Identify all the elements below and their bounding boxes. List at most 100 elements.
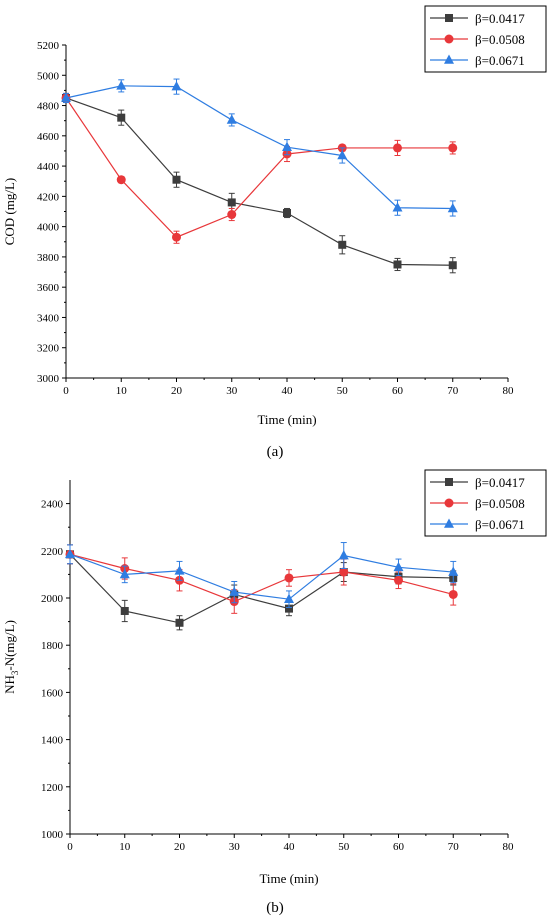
x-tick-label: 30 <box>226 385 238 397</box>
x-axis-title: Time (min) <box>259 871 318 886</box>
x-tick-label: 20 <box>171 385 183 397</box>
data-point <box>393 143 402 153</box>
y-tick-label: 1200 <box>41 782 64 794</box>
y-tick-label: 5000 <box>37 70 60 82</box>
data-point <box>447 202 458 213</box>
x-tick-label: 20 <box>174 841 186 853</box>
legend: β=0.0417 β=0.0508 β=0.0671 <box>424 5 547 73</box>
y-tick-label: 3000 <box>37 373 60 385</box>
data-point <box>283 209 291 218</box>
y-tick-label: 4400 <box>37 161 60 173</box>
x-axis-title: Time (min) <box>257 412 316 427</box>
y-tick-label: 3600 <box>37 282 60 294</box>
panel-caption: (a) <box>267 444 284 460</box>
y-tick-label: 1000 <box>41 829 64 841</box>
x-tick-label: 50 <box>337 385 349 397</box>
y-tick-label: 4600 <box>37 131 60 143</box>
data-point <box>174 565 185 575</box>
x-tick-label: 80 <box>503 385 515 397</box>
series-2 <box>65 542 459 608</box>
x-tick-label: 40 <box>284 841 296 853</box>
y-axis-title-part: -N(mg/L) <box>2 620 17 671</box>
legend-marker <box>445 478 453 486</box>
data-point <box>117 113 126 122</box>
y-tick-label: 4200 <box>37 191 60 203</box>
data-point <box>119 568 130 579</box>
data-point <box>337 149 348 160</box>
data-point <box>227 210 237 220</box>
y-tick-label: 4800 <box>37 101 60 113</box>
y-axis-title: NH3-N(mg/L) <box>2 620 20 694</box>
data-point <box>338 240 347 249</box>
x-tick-label: 80 <box>503 841 515 853</box>
data-point <box>339 567 349 577</box>
legend-label: β=0.0671 <box>475 517 525 532</box>
data-point <box>284 573 294 583</box>
legend-marker <box>444 54 454 64</box>
data-point <box>120 606 129 615</box>
data-point <box>229 586 240 596</box>
data-point <box>227 198 236 207</box>
series-line <box>65 97 453 266</box>
y-tick-label: 1400 <box>41 735 64 747</box>
y-axis-title-part: NH <box>2 675 17 694</box>
data-point <box>171 81 182 91</box>
y-tick-label: 3800 <box>37 252 60 264</box>
y-tick-label: 1600 <box>41 687 64 699</box>
legend-label: β=0.0417 <box>475 475 525 490</box>
chart-panel-b: 0 10 20 30 40 50 60 70 80 1000 1200 1400 1600 1800 200… <box>2 469 547 916</box>
legend-marker <box>444 34 454 44</box>
x-tick-label: 60 <box>393 841 405 853</box>
chart-panel-a: 0 10 20 30 40 50 60 70 80 3000 3200 3400 3600 3800 400… <box>2 5 547 460</box>
series-line <box>69 553 454 624</box>
x-tick-label: 0 <box>67 841 73 853</box>
y-axis-title-subscript: 3 <box>10 670 20 675</box>
series-line <box>69 553 454 603</box>
series-0 <box>62 92 457 274</box>
data-point <box>116 80 127 90</box>
series-line <box>65 85 453 210</box>
legend-label: β=0.0508 <box>475 32 525 47</box>
x-tick-label: 70 <box>447 385 459 397</box>
data-point <box>338 550 349 560</box>
series-2 <box>61 78 458 217</box>
series-line <box>69 553 454 600</box>
panel-caption: (b) <box>266 900 284 916</box>
x-tick-label: 50 <box>338 841 350 853</box>
legend-marker <box>444 518 454 528</box>
y-tick-label: 3200 <box>37 343 60 355</box>
y-tick-label: 1800 <box>41 640 64 652</box>
x-tick-label: 10 <box>116 385 128 397</box>
data-point <box>175 618 184 627</box>
data-point <box>393 561 404 572</box>
legend-label: β=0.0417 <box>475 11 525 26</box>
legend-label: β=0.0671 <box>475 53 525 68</box>
data-point <box>448 143 458 153</box>
y-tick-label: 2400 <box>41 499 64 511</box>
x-tick-label: 60 <box>392 385 404 397</box>
data-point <box>65 548 75 559</box>
x-tick-label: 10 <box>119 841 131 853</box>
legend-marker <box>444 498 454 508</box>
y-tick-label: 5200 <box>37 40 60 52</box>
data-point <box>393 260 402 269</box>
legend-marker <box>445 14 453 22</box>
data-point <box>448 261 457 270</box>
legend-label: β=0.0508 <box>475 496 525 511</box>
legend: β=0.0417 β=0.0508 β=0.0671 <box>424 469 547 537</box>
data-point <box>282 141 292 151</box>
data-point <box>226 114 237 124</box>
data-point <box>284 593 294 603</box>
series-line <box>65 97 453 238</box>
data-point <box>285 604 293 613</box>
y-tick-label: 2200 <box>41 546 64 558</box>
y-axis-title: COD (mg/L) <box>2 178 17 246</box>
y-tick-label: 4000 <box>37 222 60 234</box>
y-tick-label: 3400 <box>37 312 60 324</box>
data-point <box>61 92 71 102</box>
x-tick-label: 70 <box>448 841 460 853</box>
data-point <box>448 589 458 599</box>
data-point <box>448 566 459 576</box>
x-tick-label: 0 <box>63 385 69 397</box>
